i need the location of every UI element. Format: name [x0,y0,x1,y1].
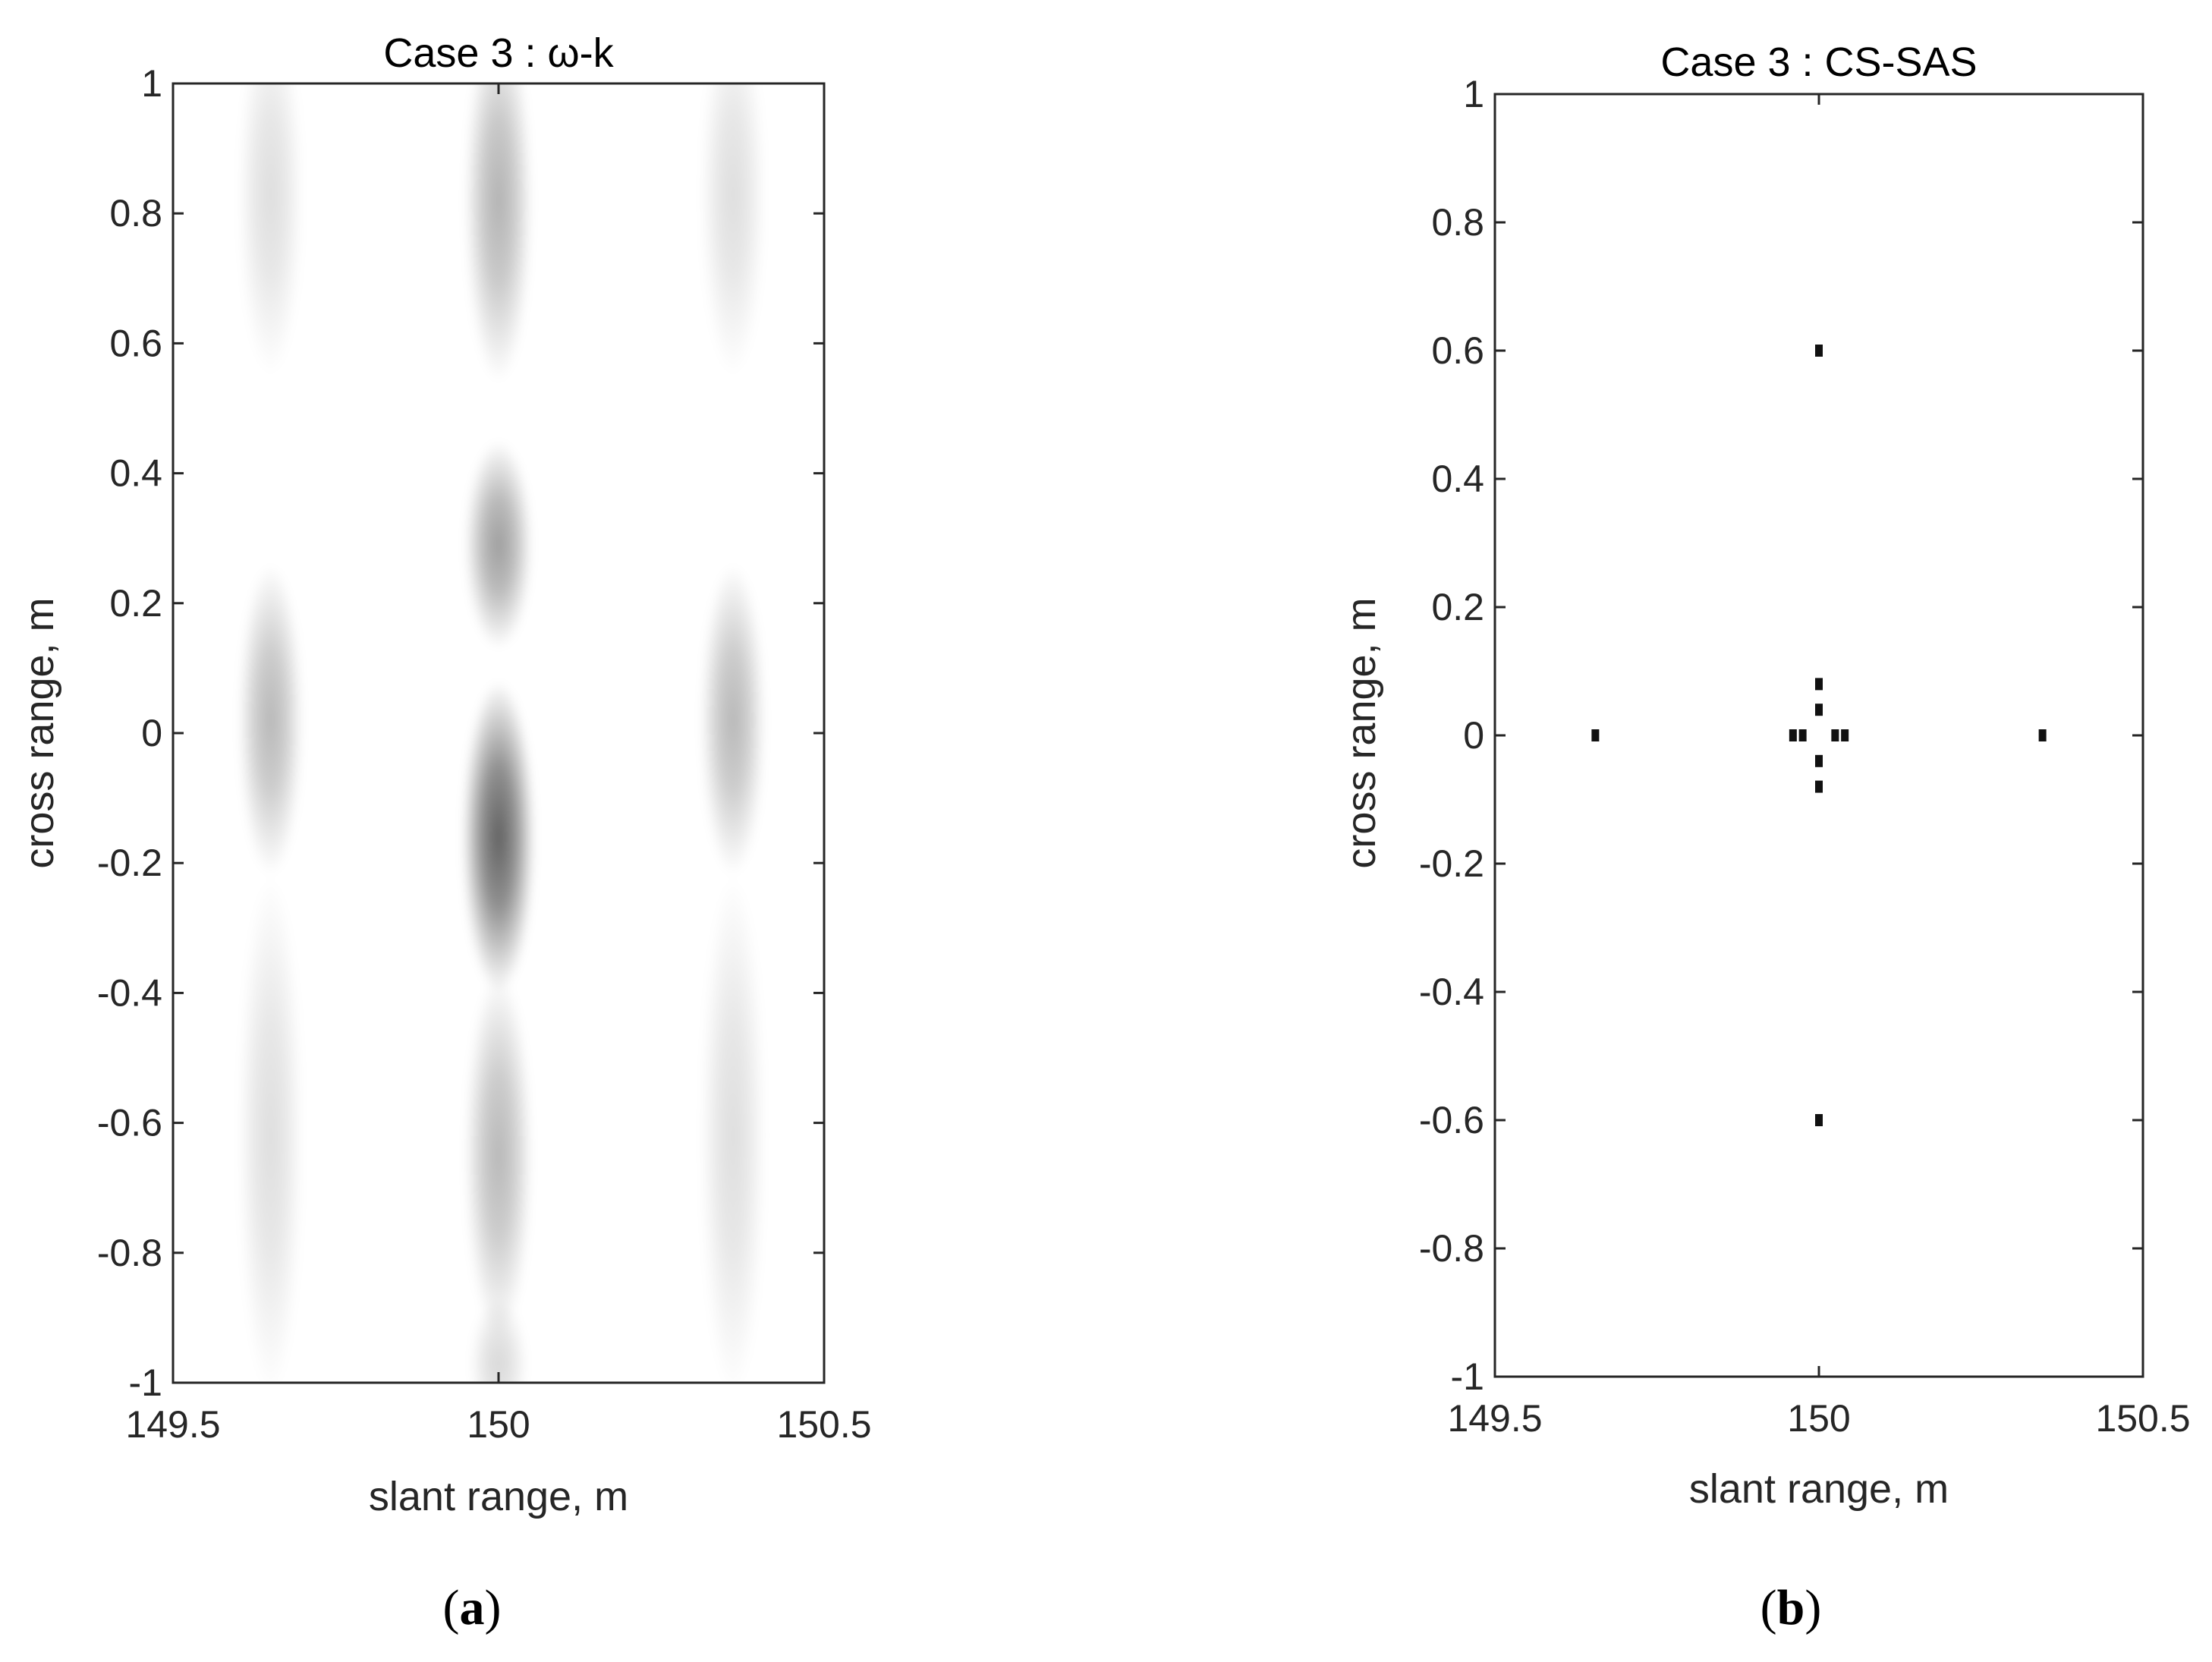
panel-a: Case 3 : ω-k 1 0.8 0.6 0.4 0.2 0 -0.2 -0.4 -0.6 -… [17,30,872,1635]
data-point [1798,729,1807,741]
y-tick-label: -0.8 [97,1232,162,1274]
heatmap-blob [700,83,766,376]
y-tick-label: 0.8 [1431,201,1484,244]
y-tick-label: 0.4 [109,452,162,495]
data-point [1831,729,1839,741]
panel-a-y-axis-label: cross range, m [17,597,62,868]
panel-a-title: Case 3 : ω-k [383,30,614,76]
heatmap-blob [700,876,766,1383]
panel-b-x-axis-label: slant range, m [1689,1466,1949,1512]
panel-b: Case 3 : CS-SAS 1 0.8 0.6 0.4 0.2 0 -0.2 -0.4 -0… [1339,39,2191,1635]
heatmap-blob [461,681,536,993]
y-tick-label: 1 [141,62,162,105]
y-tick-label: 0.6 [1431,329,1484,372]
panel-b-letter: b [1777,1580,1805,1635]
panel-b-caption: (b) [1760,1580,1822,1635]
heatmap-blob [238,876,304,1383]
data-point [1841,729,1849,741]
y-tick-label: 0.2 [1431,586,1484,628]
heatmap-area [238,83,766,1383]
x-tick-label: 150 [1787,1397,1850,1440]
x-tick-label: 149.5 [125,1403,220,1446]
y-tick-label: 0.4 [1431,458,1484,500]
y-tick-label: -1 [129,1361,162,1404]
y-tick-label: 0.6 [109,322,162,364]
x-tick-label: 150.5 [776,1403,871,1446]
panel-b-points [1591,345,2047,1126]
heatmap-blob [238,83,304,376]
heatmap-blob [464,973,533,1338]
panel-b-title: Case 3 : CS-SAS [1660,39,1977,85]
heatmap-blob [464,440,533,649]
data-point [1815,1114,1823,1126]
y-tick-label: -0.2 [97,842,162,884]
heatmap-blob [464,83,533,382]
data-point [1591,729,1600,741]
y-tick-label: -0.6 [97,1102,162,1144]
x-tick-label: 149.5 [1447,1397,1542,1440]
heatmap-blob [700,564,766,877]
data-point [1789,729,1797,741]
data-point [1815,780,1823,793]
x-tick-label: 150 [467,1403,530,1446]
y-tick-label: 0.8 [109,192,162,235]
data-point [2038,729,2047,741]
panel-a-x-axis-label: slant range, m [369,1474,628,1519]
y-tick-label: 0 [1463,714,1484,757]
heatmap-blob [238,564,304,877]
y-tick-label: 1 [1463,73,1484,115]
y-tick-label: -0.2 [1419,842,1484,885]
x-tick-label: 150.5 [2095,1397,2190,1440]
y-tick-label: 0.2 [109,582,162,625]
y-tick-label: -0.4 [97,971,162,1014]
data-point [1815,704,1823,716]
panel-a-caption: (a) [443,1580,502,1635]
data-point [1815,754,1823,767]
panel-b-y-axis-label: cross range, m [1339,597,1384,868]
data-point [1815,678,1823,691]
y-tick-label: 0 [141,712,162,754]
heatmap-blob [470,1298,527,1383]
y-tick-label: -0.4 [1419,971,1484,1013]
y-tick-label: -0.6 [1419,1099,1484,1141]
y-tick-label: -1 [1451,1355,1484,1398]
data-point [1815,345,1823,357]
y-tick-label: -0.8 [1419,1227,1484,1270]
panel-a-letter: a [460,1580,485,1635]
